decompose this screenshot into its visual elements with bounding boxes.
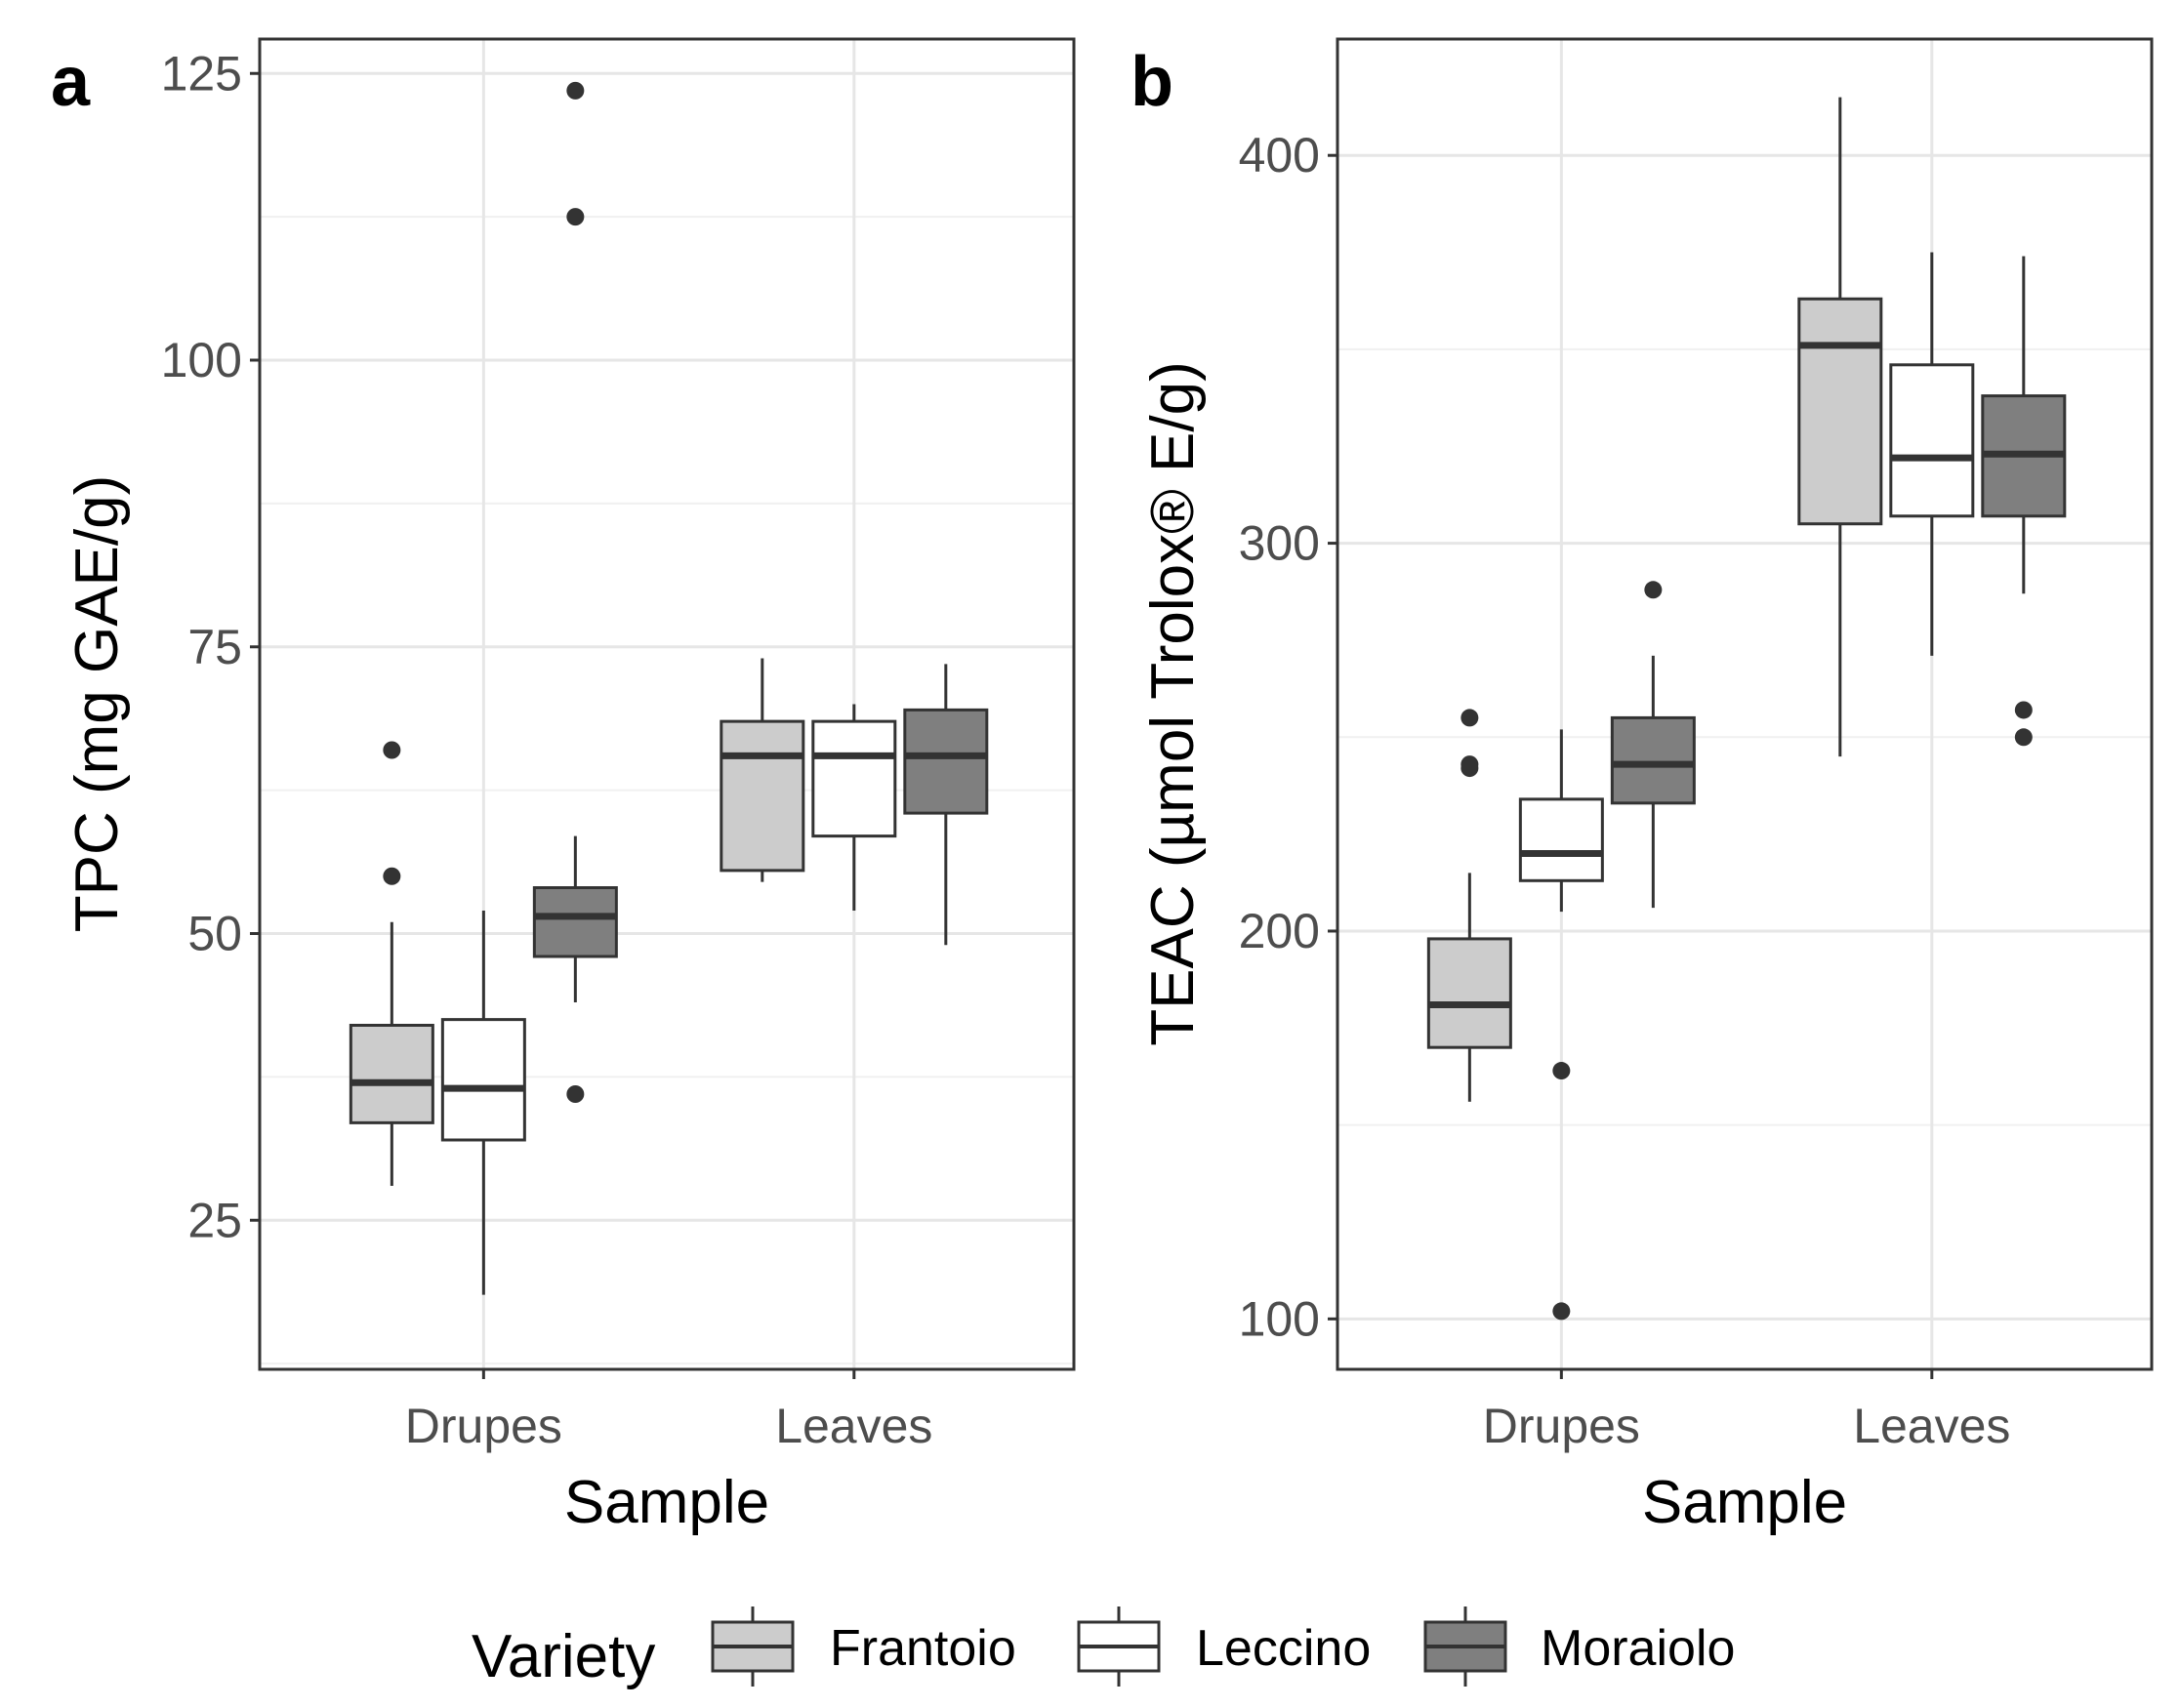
y-tick-label: 200	[1239, 904, 1320, 958]
box-moraiolo-leaves	[1981, 256, 2067, 747]
box-moraiolo-leaves	[903, 664, 989, 946]
box-moraiolo-drupes	[532, 81, 618, 1103]
box-frantoio-leaves	[1797, 97, 1883, 757]
legend-label: Frantoio	[830, 1620, 1016, 1677]
y-tick-label: 300	[1239, 516, 1320, 571]
outlier-point	[566, 208, 585, 226]
panel-a-label: a	[51, 43, 91, 121]
iqr-box	[349, 1024, 434, 1124]
panel-b-marks	[1426, 97, 2067, 1321]
y-tick-label: 25	[187, 1193, 242, 1247]
legend-label: Moraiolo	[1541, 1620, 1735, 1677]
iqr-box	[532, 886, 618, 958]
iqr-box	[1610, 715, 1696, 805]
outlier-point	[383, 741, 401, 759]
box-frantoio-drupes	[1426, 709, 1512, 1102]
box-frantoio-leaves	[720, 658, 805, 882]
box-leccino-drupes	[440, 911, 526, 1295]
panel-a-grid	[260, 39, 1074, 1369]
y-tick-label: 50	[187, 907, 242, 961]
panel-a-x-axis-title: Sample	[564, 1469, 769, 1536]
legend: Variety Frantoio Leccino Moraiolo	[472, 1606, 1735, 1690]
y-tick-label: 100	[1239, 1291, 1320, 1346]
iqr-box	[440, 1018, 526, 1142]
outlier-point	[566, 81, 585, 100]
outlier-point	[2014, 728, 2033, 747]
legend-item-frantoio: Frantoio	[711, 1606, 1016, 1687]
panel-a: 25 50 75 100 125 Drupes Leaves a TPC (mg GAE/…	[51, 37, 1076, 1536]
box-leccino-leaves	[811, 704, 897, 911]
outlier-point	[1644, 581, 1663, 599]
outlier-point	[1552, 1302, 1571, 1321]
outlier-point	[2014, 701, 2033, 719]
legend-item-leccino: Leccino	[1077, 1606, 1371, 1687]
panel-a-y-axis-title: TPC (mg GAE/g)	[63, 475, 131, 933]
panel-a-x-ticks: Drupes Leaves	[405, 1369, 932, 1453]
panel-b-y-axis-title: TEAC (µmol Trolox® E/g)	[1139, 361, 1207, 1046]
panel-b-y-ticks: 100 200 300 400	[1239, 128, 1337, 1346]
iqr-box	[1426, 937, 1512, 1049]
outlier-point	[1460, 709, 1479, 727]
iqr-box	[1518, 797, 1604, 882]
y-tick-label: 100	[161, 333, 242, 387]
iqr-box	[1889, 363, 1975, 518]
legend-title: Variety	[472, 1623, 655, 1690]
iqr-box	[720, 719, 805, 873]
y-tick-label: 75	[187, 620, 242, 674]
box-frantoio-drupes	[349, 741, 434, 1186]
panel-b-label: b	[1131, 43, 1173, 121]
iqr-box	[903, 708, 989, 815]
outlier-point	[1460, 755, 1479, 774]
panel-b-x-ticks: Drupes Leaves	[1483, 1369, 2010, 1453]
panel-b: 100 200 300 400 Drupes Leaves b TEAC (µmol T…	[1131, 37, 2154, 1536]
legend-item-moraiolo: Moraiolo	[1423, 1606, 1735, 1687]
x-tick-label: Leaves	[1853, 1399, 2010, 1453]
x-tick-label: Drupes	[405, 1399, 562, 1453]
panel-a-marks	[349, 81, 989, 1295]
panel-a-y-ticks: 25 50 75 100 125	[161, 46, 260, 1247]
legend-keys: Frantoio Leccino Moraiolo	[711, 1606, 1735, 1687]
panel-a-frame	[258, 37, 1076, 1371]
outlier-point	[1552, 1062, 1571, 1080]
legend-label: Leccino	[1196, 1620, 1371, 1677]
box-leccino-leaves	[1889, 252, 1975, 656]
iqr-box	[1797, 297, 1883, 526]
y-tick-label: 400	[1239, 128, 1320, 183]
panel-b-frame	[1336, 37, 2154, 1371]
outlier-point	[566, 1085, 585, 1103]
box-moraiolo-drupes	[1610, 581, 1696, 909]
outlier-point	[383, 867, 401, 885]
panel-b-x-axis-title: Sample	[1642, 1469, 1847, 1536]
box-leccino-drupes	[1518, 729, 1604, 1321]
x-tick-label: Leaves	[775, 1399, 932, 1453]
x-tick-label: Drupes	[1483, 1399, 1640, 1453]
y-tick-label: 125	[161, 46, 242, 101]
iqr-box	[811, 719, 897, 838]
